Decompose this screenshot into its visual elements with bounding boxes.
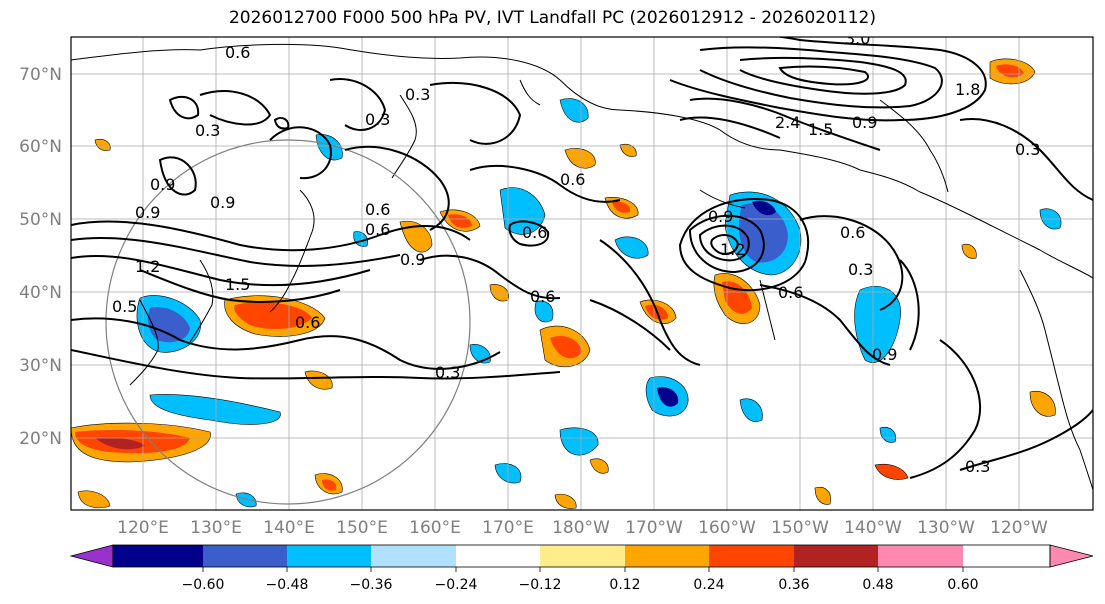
lat-tick: 60°N bbox=[19, 137, 62, 157]
colorbar-extend-low bbox=[69, 544, 114, 568]
contour-label: 0.3 bbox=[195, 121, 220, 140]
map-title: 2026012700 F000 500 hPa PV, IVT Landfall… bbox=[228, 8, 876, 28]
contour-label: 3.0 bbox=[845, 29, 870, 48]
colorbar-segment bbox=[794, 545, 878, 567]
lat-axis: 70°N 60°N 50°N 40°N 30°N 20°N bbox=[19, 65, 62, 449]
contour-label: 0.6 bbox=[778, 283, 803, 302]
lon-axis: 120°E 130°E 140°E 150°E 160°E 170°E 180°… bbox=[117, 518, 1048, 538]
lat-tick: 70°N bbox=[19, 65, 62, 85]
contour-label: 0.6 bbox=[840, 223, 865, 242]
contour-label: 0.3 bbox=[965, 457, 990, 476]
contour-label: 0.6 bbox=[560, 170, 585, 189]
contour-label: 0.6 bbox=[295, 313, 320, 332]
lon-tick: 120°W bbox=[990, 518, 1048, 538]
contour-label: 0.6 bbox=[365, 200, 390, 219]
colorbar-segment bbox=[287, 545, 371, 567]
colorbar-tick: −0.60 bbox=[182, 577, 225, 593]
contour-label: 0.6 bbox=[522, 223, 547, 242]
lon-tick: 140°E bbox=[263, 518, 315, 538]
graticule bbox=[71, 37, 1093, 510]
colorbar-tick: −0.36 bbox=[350, 577, 393, 593]
colorbar-outline bbox=[112, 544, 1051, 568]
lon-tick: 130°E bbox=[190, 518, 242, 538]
plot-frame bbox=[70, 36, 1094, 511]
colorbar-segment bbox=[540, 545, 625, 567]
lon-tick: 170°E bbox=[482, 518, 534, 538]
contour-label: 0.9 bbox=[150, 175, 175, 194]
reference-circle bbox=[105, 139, 471, 505]
contour-label: 0.6 bbox=[530, 287, 555, 306]
contour-label: 1.5 bbox=[225, 275, 250, 294]
contour-label: 0.6 bbox=[365, 220, 390, 239]
colorbar: −0.60 −0.48 −0.36 −0.24 −0.12 0.12 0.24 … bbox=[69, 544, 1094, 593]
pv-contours bbox=[71, 37, 1093, 479]
contour-label: 0.9 bbox=[872, 345, 897, 364]
lon-tick: 130°W bbox=[917, 518, 975, 538]
contour-label: 0.9 bbox=[708, 207, 733, 226]
colorbar-tick: 0.60 bbox=[947, 577, 978, 593]
lon-tick: 180°W bbox=[552, 518, 610, 538]
contour-label: 0.5 bbox=[112, 297, 137, 316]
lat-tick: 20°N bbox=[19, 429, 62, 449]
lon-tick: 120°E bbox=[117, 518, 169, 538]
colorbar-segment bbox=[113, 545, 203, 567]
contour-label: 1.2 bbox=[720, 240, 745, 259]
colorbar-tick: 0.24 bbox=[693, 577, 724, 593]
contour-label: 0.9 bbox=[210, 193, 235, 212]
colorbar-segment bbox=[625, 545, 709, 567]
colorbar-segment bbox=[709, 545, 794, 567]
lon-tick: 160°E bbox=[409, 518, 461, 538]
lon-tick: 160°W bbox=[698, 518, 756, 538]
lon-tick: 150°W bbox=[771, 518, 829, 538]
contour-label: 0.3 bbox=[435, 363, 460, 382]
contour-label: 2.4 bbox=[775, 113, 800, 132]
lon-tick: 170°W bbox=[625, 518, 683, 538]
contour-label: 0.6 bbox=[225, 43, 250, 62]
contour-label: 1.2 bbox=[135, 257, 160, 276]
colorbar-segment bbox=[203, 545, 287, 567]
colorbar-tick: 0.48 bbox=[862, 577, 893, 593]
lat-tick: 40°N bbox=[19, 283, 62, 303]
colorbar-segment bbox=[371, 545, 456, 567]
colorbar-segment bbox=[456, 545, 540, 567]
colorbar-extend-high bbox=[1049, 544, 1094, 568]
colorbar-tick: −0.24 bbox=[435, 577, 478, 593]
lon-tick: 140°W bbox=[844, 518, 902, 538]
contour-label: 0.9 bbox=[852, 113, 877, 132]
colorbar-segment bbox=[878, 545, 963, 567]
colorbar-tick: 0.12 bbox=[609, 577, 640, 593]
contour-label: 1.8 bbox=[955, 80, 980, 99]
lat-tick: 30°N bbox=[19, 356, 62, 376]
contour-label: 0.9 bbox=[135, 203, 160, 222]
contour-label: 0.3 bbox=[365, 110, 390, 129]
contour-label: 0.3 bbox=[405, 85, 430, 104]
contour-labels: 0.6 0.3 0.3 1.8 2.4 1.5 0.9 3.0 0.3 0.9 … bbox=[112, 29, 1040, 476]
contour-label: 1.5 bbox=[808, 120, 833, 139]
lon-tick: 150°E bbox=[336, 518, 388, 538]
colorbar-tick: 0.36 bbox=[778, 577, 809, 593]
contour-label: 0.3 bbox=[848, 260, 873, 279]
coastlines bbox=[71, 43, 1093, 491]
colorbar-tick: −0.12 bbox=[519, 577, 562, 593]
colorbar-tick: −0.48 bbox=[266, 577, 309, 593]
lat-tick: 50°N bbox=[19, 210, 62, 230]
contour-label: 0.3 bbox=[1015, 140, 1040, 159]
contour-label: 0.9 bbox=[400, 250, 425, 269]
